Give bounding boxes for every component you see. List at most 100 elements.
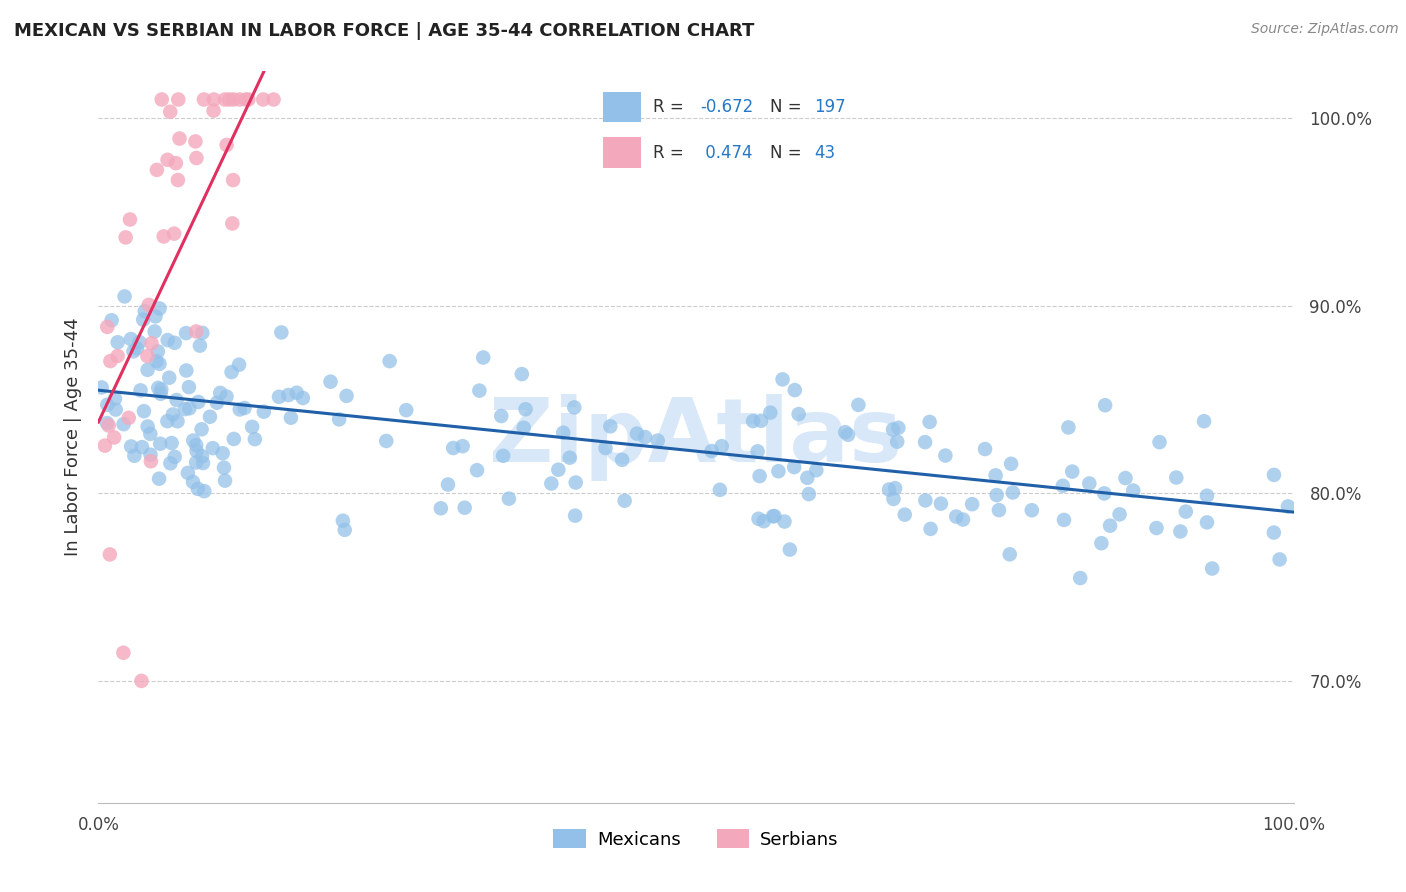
- Mexicans: [945, 509, 967, 524]
- Mexicans: [177, 466, 200, 480]
- Serbians: [202, 103, 225, 118]
- Mexicans: [748, 469, 770, 483]
- Mexicans: [837, 427, 859, 442]
- Mexicans: [319, 375, 342, 389]
- Mexicans: [553, 425, 575, 440]
- Mexicans: [328, 412, 350, 426]
- Serbians: [159, 104, 181, 119]
- Mexicans: [441, 441, 464, 455]
- Mexicans: [848, 398, 870, 412]
- Mexicans: [634, 430, 657, 444]
- Mexicans: [929, 497, 952, 511]
- Mexicans: [987, 503, 1010, 517]
- Mexicans: [184, 455, 207, 469]
- Mexicans: [562, 401, 585, 415]
- Mexicans: [437, 477, 460, 491]
- Serbians: [107, 349, 129, 363]
- Mexicans: [1192, 414, 1215, 428]
- Mexicans: [285, 385, 308, 400]
- Mexicans: [710, 439, 733, 453]
- Serbians: [103, 430, 125, 444]
- Mexicans: [513, 421, 536, 435]
- Mexicans: [700, 444, 723, 458]
- Serbians: [139, 454, 162, 468]
- Mexicans: [100, 313, 122, 327]
- Serbians: [94, 439, 117, 453]
- Mexicans: [1195, 516, 1218, 530]
- Mexicans: [375, 434, 398, 448]
- Mexicans: [834, 425, 856, 440]
- Mexicans: [277, 388, 299, 402]
- Mexicans: [934, 449, 956, 463]
- Mexicans: [201, 441, 224, 455]
- Mexicans: [759, 406, 782, 420]
- Mexicans: [779, 542, 801, 557]
- Mexicans: [104, 402, 127, 417]
- Mexicans: [96, 416, 118, 430]
- Mexicans: [1166, 470, 1188, 484]
- Mexicans: [163, 450, 186, 464]
- Mexicans: [139, 448, 162, 462]
- Mexicans: [162, 408, 184, 422]
- Mexicans: [1149, 435, 1171, 450]
- Mexicans: [1000, 457, 1022, 471]
- Mexicans: [1277, 500, 1299, 514]
- Mexicans: [132, 312, 155, 326]
- Serbians: [141, 336, 163, 351]
- Mexicans: [149, 386, 172, 401]
- Mexicans: [564, 475, 586, 490]
- Mexicans: [104, 392, 127, 406]
- Mexicans: [752, 514, 775, 528]
- Mexicans: [1099, 518, 1122, 533]
- Mexicans: [136, 419, 159, 434]
- Mexicans: [187, 395, 209, 409]
- Mexicans: [174, 326, 197, 340]
- Mexicans: [1094, 398, 1116, 412]
- Mexicans: [191, 326, 214, 340]
- Mexicans: [1053, 513, 1076, 527]
- Mexicans: [914, 435, 936, 450]
- Mexicans: [763, 509, 786, 524]
- Mexicans: [762, 509, 785, 524]
- Mexicans: [124, 449, 146, 463]
- Mexicans: [166, 392, 188, 407]
- Mexicans: [176, 363, 198, 377]
- Serbians: [169, 131, 191, 145]
- Mexicans: [1268, 552, 1291, 566]
- Mexicans: [884, 481, 907, 495]
- Mexicans: [1263, 525, 1285, 540]
- Mexicans: [143, 325, 166, 339]
- Mexicans: [1122, 483, 1144, 498]
- Mexicans: [468, 384, 491, 398]
- Mexicans: [1001, 485, 1024, 500]
- Serbians: [152, 229, 174, 244]
- Mexicans: [595, 441, 617, 455]
- Mexicans: [148, 472, 170, 486]
- Mexicans: [188, 339, 211, 353]
- Mexicans: [599, 419, 621, 434]
- Mexicans: [451, 439, 474, 453]
- Serbians: [136, 349, 159, 363]
- Mexicans: [1069, 571, 1091, 585]
- Mexicans: [132, 404, 155, 418]
- Serbians: [146, 162, 169, 177]
- Mexicans: [558, 450, 581, 465]
- Mexicans: [148, 301, 170, 316]
- Serbians: [252, 93, 274, 107]
- Mexicans: [181, 434, 204, 448]
- Legend: Mexicans, Serbians: Mexicans, Serbians: [547, 822, 845, 856]
- Mexicans: [134, 304, 156, 318]
- Mexicans: [146, 344, 169, 359]
- Mexicans: [198, 409, 221, 424]
- Serbians: [221, 216, 243, 230]
- Mexicans: [191, 450, 214, 464]
- Mexicans: [984, 468, 1007, 483]
- Mexicans: [270, 326, 292, 340]
- Mexicans: [145, 354, 167, 368]
- Mexicans: [709, 483, 731, 497]
- Mexicans: [166, 414, 188, 428]
- Mexicans: [920, 522, 942, 536]
- Mexicans: [768, 464, 790, 478]
- Mexicans: [157, 370, 180, 384]
- Mexicans: [179, 401, 201, 416]
